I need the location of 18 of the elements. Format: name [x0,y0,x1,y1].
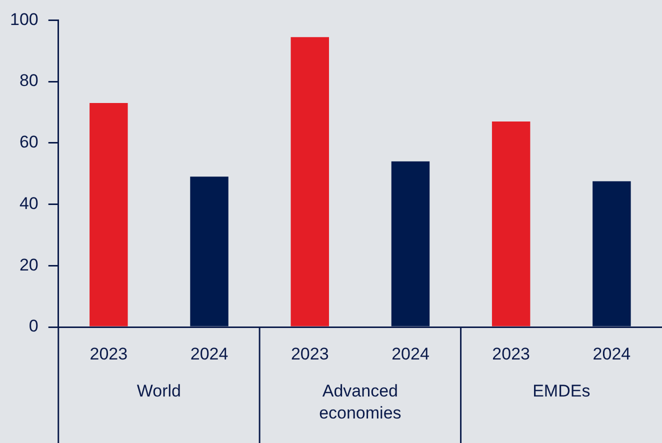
y-tick-label: 20 [19,255,38,274]
series-label: 2024 [190,344,228,364]
y-tick-label: 60 [19,132,38,152]
x-tick-label: Advanced economies [319,382,402,423]
x-tick-label: World [136,382,182,401]
text: 2023 [290,344,329,364]
y-tick-label: 40 [19,194,38,213]
text: 2024 [592,344,631,364]
series-label: 2023 [90,344,128,364]
y-tick-label: 80 [19,71,38,90]
bar [492,121,530,326]
bar [90,103,128,326]
text: 2023 [492,344,530,364]
y-tick-label: 100 [10,10,38,29]
bar [290,37,329,326]
y-tick-label: 0 [28,316,38,336]
text: 2024 [392,344,430,364]
x-tick-label: EMDEs [532,382,590,401]
